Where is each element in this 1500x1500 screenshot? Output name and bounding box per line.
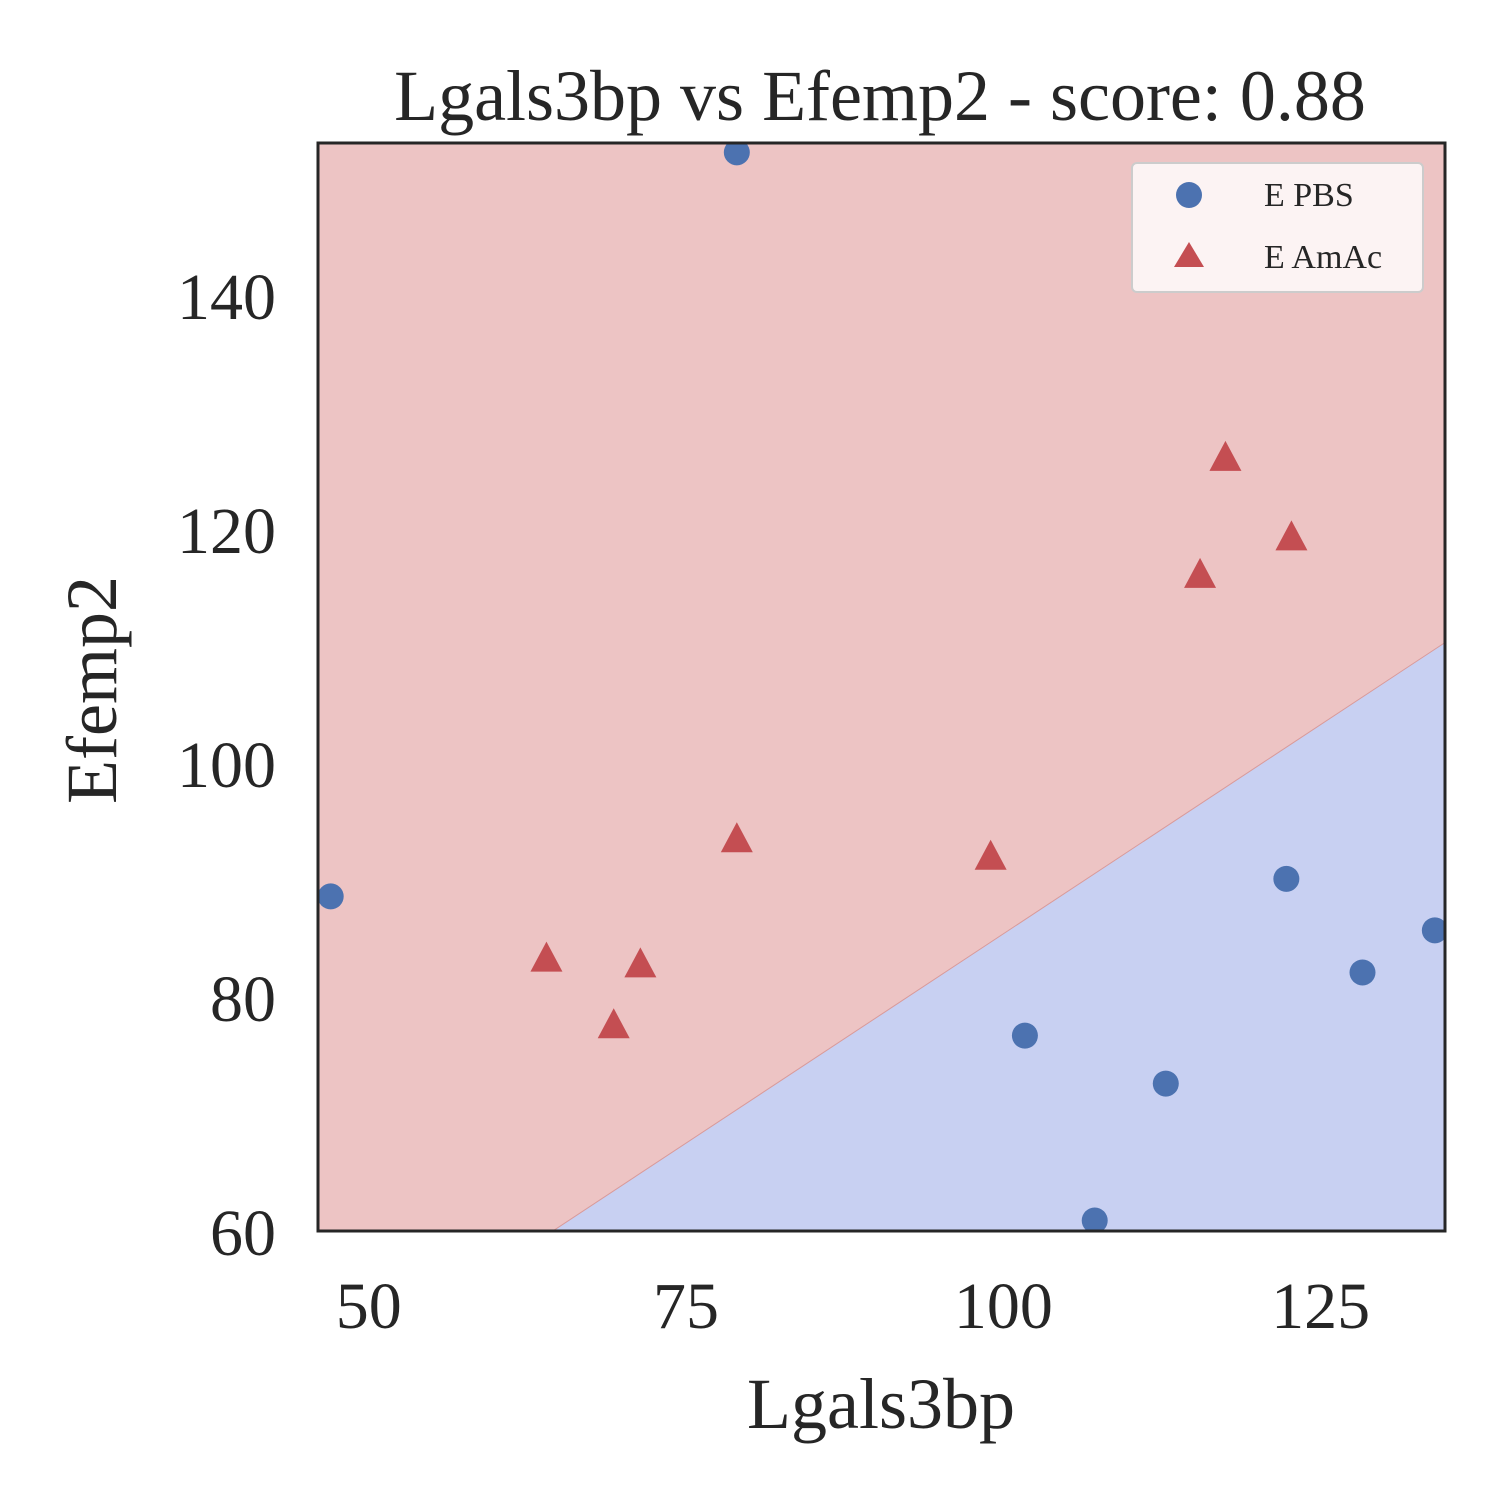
y-axis-label: Efemp2 (52, 576, 132, 804)
x-tick-label: 125 (1271, 1270, 1370, 1343)
point-e-amac (530, 941, 563, 972)
point-e-pbs (1081, 1207, 1108, 1231)
legend-label-e-pbs: E PBS (1264, 177, 1354, 214)
point-e-amac (624, 947, 657, 978)
y-tick-label: 80 (210, 963, 276, 1036)
legend-label-e-amac: E AmAc (1264, 239, 1382, 276)
x-axis-ticks: 50 75 100 125 (336, 1270, 1370, 1343)
plot-frame (316, 141, 1447, 1233)
decision-boundary-line (551, 641, 1445, 1231)
chart-title: Lgals3bp vs Efemp2 - score: 0.88 (394, 56, 1366, 136)
legend-box (1131, 162, 1424, 293)
point-e-amac (597, 1008, 630, 1039)
point-e-amac (1184, 557, 1217, 588)
point-e-pbs (1421, 917, 1445, 944)
legend: E PBS E AmAc (1131, 162, 1424, 293)
data-points (318, 143, 1445, 1231)
y-tick-label: 60 (210, 1197, 276, 1270)
point-e-amac (1209, 440, 1242, 471)
x-tick-label: 100 (954, 1270, 1053, 1343)
x-axis-label: Lgals3bp (747, 1364, 1015, 1444)
point-e-pbs (1349, 959, 1376, 986)
point-e-pbs (1273, 865, 1300, 892)
region-above-boundary (318, 143, 1445, 1231)
point-e-pbs (318, 883, 344, 910)
y-axis-ticks: 60 80 100 120 140 (177, 261, 276, 1270)
legend-marker-e-pbs (1176, 182, 1202, 208)
y-tick-label: 120 (177, 495, 276, 568)
y-tick-label: 140 (177, 261, 276, 334)
point-e-pbs (723, 143, 750, 166)
x-tick-label: 50 (336, 1270, 402, 1343)
point-e-amac (720, 822, 753, 853)
point-e-pbs (1011, 1022, 1038, 1049)
point-e-pbs (1152, 1070, 1179, 1097)
point-e-amac (1275, 520, 1308, 551)
point-e-amac (974, 839, 1007, 870)
legend-marker-e-amac (1174, 242, 1204, 267)
y-tick-label: 100 (177, 729, 276, 802)
x-tick-label: 75 (653, 1270, 719, 1343)
